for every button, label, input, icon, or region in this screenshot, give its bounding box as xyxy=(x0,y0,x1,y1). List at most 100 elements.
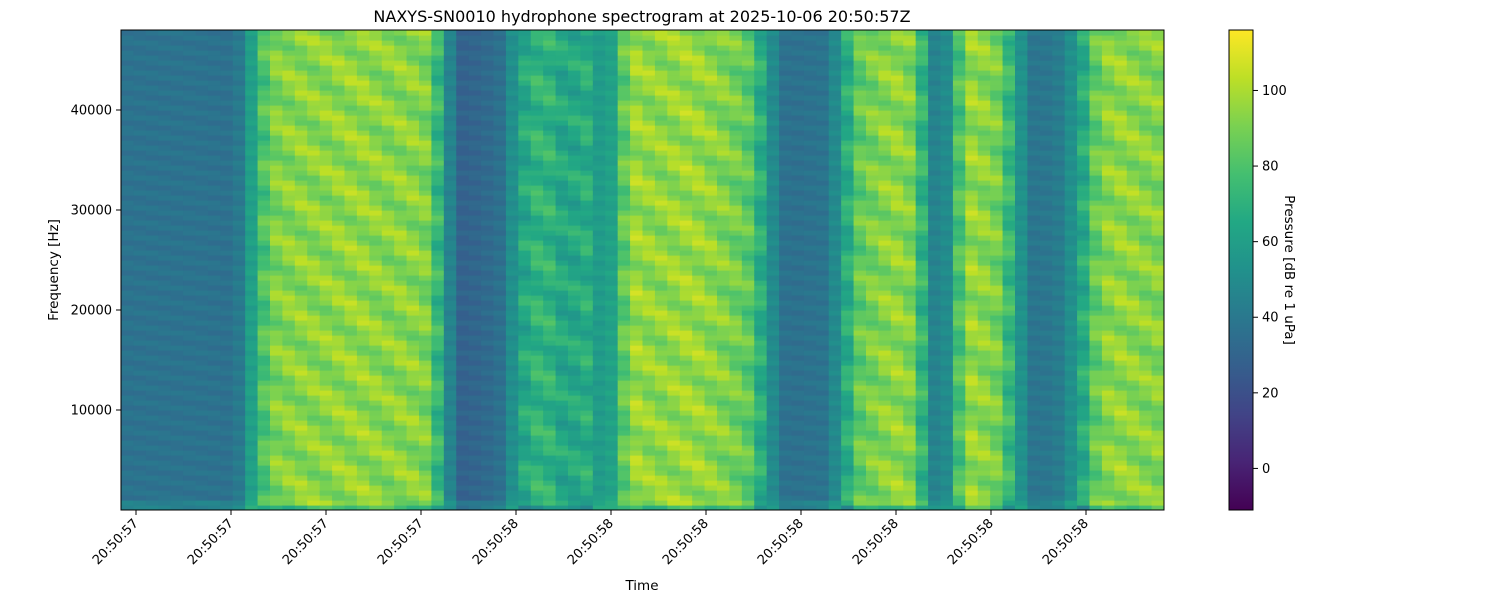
heatmap-cell xyxy=(170,285,184,291)
heatmap-cell xyxy=(183,365,197,371)
heatmap-cell xyxy=(257,85,271,91)
heatmap-cell xyxy=(282,375,296,381)
heatmap-cell xyxy=(530,135,544,141)
heatmap-cell xyxy=(617,460,631,466)
heatmap-cell xyxy=(369,425,383,431)
heatmap-cell xyxy=(493,475,507,481)
heatmap-cell xyxy=(431,195,445,201)
heatmap-cell xyxy=(580,140,594,146)
heatmap-cell xyxy=(207,205,221,211)
heatmap-cell xyxy=(145,420,159,426)
heatmap-cell xyxy=(294,95,308,101)
heatmap-cell xyxy=(369,375,383,381)
heatmap-cell xyxy=(195,430,209,436)
heatmap-cell xyxy=(381,190,395,196)
heatmap-cell xyxy=(530,470,544,476)
heatmap-cell xyxy=(592,140,606,146)
heatmap-cell xyxy=(121,320,135,326)
heatmap-cell xyxy=(431,480,445,486)
heatmap-cell xyxy=(530,190,544,196)
heatmap-cell xyxy=(468,175,482,181)
heatmap-cell xyxy=(419,220,433,226)
heatmap-cell xyxy=(493,345,507,351)
heatmap-cell xyxy=(195,260,209,266)
heatmap-cell xyxy=(220,170,234,176)
heatmap-cell xyxy=(692,440,706,446)
heatmap-cell xyxy=(170,125,184,131)
heatmap-cell xyxy=(729,380,743,386)
heatmap-cell xyxy=(592,355,606,361)
heatmap-cell xyxy=(170,395,184,401)
heatmap-cell xyxy=(741,105,755,111)
heatmap-cell xyxy=(704,355,718,361)
heatmap-cell xyxy=(729,255,743,261)
heatmap-cell xyxy=(605,325,619,331)
heatmap-cell xyxy=(319,205,333,211)
heatmap-cell xyxy=(332,230,346,236)
heatmap-cell xyxy=(121,365,135,371)
heatmap-cell xyxy=(381,240,395,246)
heatmap-cell xyxy=(294,140,308,146)
heatmap-cell xyxy=(605,360,619,366)
heatmap-cell xyxy=(580,190,594,196)
heatmap-cell xyxy=(505,500,519,506)
heatmap-cell xyxy=(630,180,644,186)
heatmap-cell xyxy=(332,455,346,461)
heatmap-cell xyxy=(257,255,271,261)
heatmap-cell xyxy=(741,85,755,91)
heatmap-cell xyxy=(704,445,718,451)
heatmap-cell xyxy=(121,55,135,61)
heatmap-cell xyxy=(332,440,346,446)
heatmap-cell xyxy=(344,275,358,281)
heatmap-cell xyxy=(344,60,358,66)
heatmap-cell xyxy=(630,455,644,461)
heatmap-cell xyxy=(568,55,582,61)
heatmap-cell xyxy=(282,345,296,351)
heatmap-cell xyxy=(617,345,631,351)
heatmap-cell xyxy=(406,395,420,401)
heatmap-cell xyxy=(344,130,358,136)
heatmap-cell xyxy=(158,420,172,426)
heatmap-cell xyxy=(704,145,718,151)
heatmap-cell xyxy=(679,445,693,451)
heatmap-cell xyxy=(232,220,246,226)
heatmap-cell xyxy=(580,395,594,401)
heatmap-cell xyxy=(630,380,644,386)
heatmap-cell xyxy=(605,460,619,466)
heatmap-cell xyxy=(530,30,544,36)
heatmap-cell xyxy=(456,165,470,171)
heatmap-cell xyxy=(307,355,321,361)
heatmap-cell xyxy=(232,170,246,176)
heatmap-cell xyxy=(294,465,308,471)
heatmap-cell xyxy=(630,45,644,51)
heatmap-cell xyxy=(642,180,656,186)
heatmap-cell xyxy=(654,40,668,46)
heatmap-cell xyxy=(505,320,519,326)
heatmap-cell xyxy=(282,320,296,326)
heatmap-cell xyxy=(158,285,172,291)
heatmap-cell xyxy=(381,460,395,466)
heatmap-cell xyxy=(406,345,420,351)
heatmap-cell xyxy=(220,140,234,146)
heatmap-cell xyxy=(121,120,135,126)
heatmap-cell xyxy=(568,365,582,371)
heatmap-cell xyxy=(505,130,519,136)
heatmap-cell xyxy=(443,80,457,86)
heatmap-cell xyxy=(381,150,395,156)
heatmap-cell xyxy=(741,210,755,216)
heatmap-cell xyxy=(121,90,135,96)
heatmap-cell xyxy=(369,160,383,166)
heatmap-cell xyxy=(121,300,135,306)
heatmap-cell xyxy=(729,445,743,451)
heatmap-cell xyxy=(431,160,445,166)
heatmap-cell xyxy=(654,70,668,76)
heatmap-cell xyxy=(530,155,544,161)
heatmap-cell xyxy=(717,400,731,406)
heatmap-cell xyxy=(481,320,495,326)
heatmap-cell xyxy=(505,475,519,481)
heatmap-cell xyxy=(741,420,755,426)
heatmap-cell xyxy=(294,385,308,391)
heatmap-cell xyxy=(605,125,619,131)
heatmap-cell xyxy=(493,200,507,206)
heatmap-cell xyxy=(207,280,221,286)
